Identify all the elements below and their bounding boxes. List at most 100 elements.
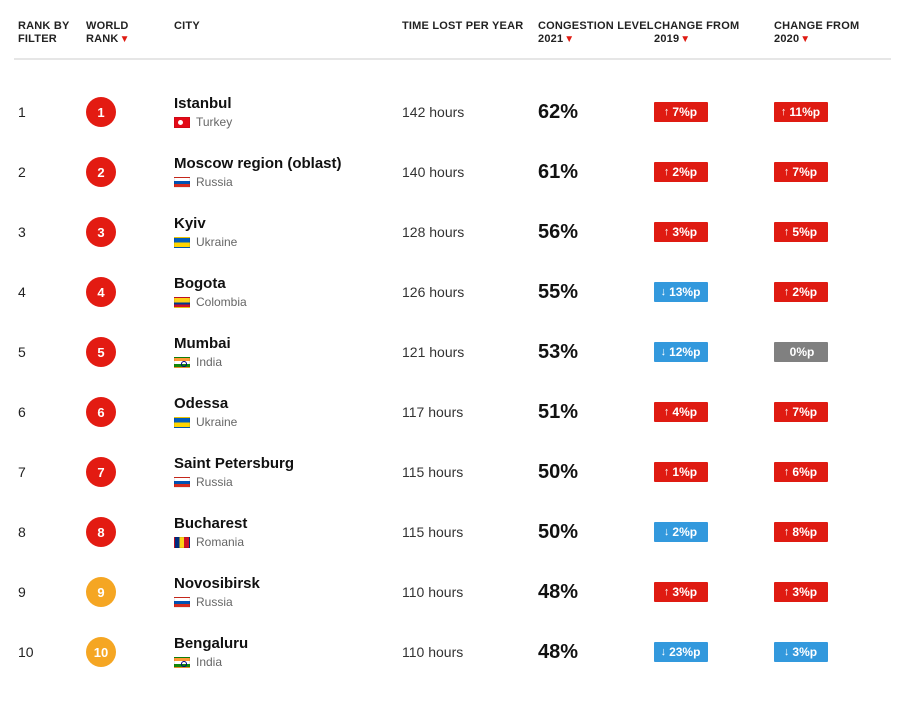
chevron-right-icon[interactable]: ›	[878, 343, 887, 361]
change-badge: ↑3%p	[654, 582, 708, 602]
change-from-2020: ↓3%p	[774, 642, 878, 662]
change-value: 2%p	[792, 285, 817, 299]
col-change-2020[interactable]: CHANGE FROM 2020▼	[774, 20, 894, 46]
table-row[interactable]: 11IstanbulTurkey142 hours62%↑7%p↑11%p›	[18, 82, 887, 142]
change-from-2019: ↑3%p	[654, 582, 774, 602]
change-badge: ↑7%p	[774, 402, 828, 422]
chevron-right-icon[interactable]: ›	[878, 583, 887, 601]
filter-rank: 8	[18, 524, 86, 540]
city-cell: Saint PetersburgRussia	[174, 455, 402, 489]
change-from-2019: ↑7%p	[654, 102, 774, 122]
sort-caret-icon: ▼	[120, 34, 130, 45]
filter-rank: 2	[18, 164, 86, 180]
change-badge: ↓2%p	[654, 522, 708, 542]
col-rank-by-filter[interactable]: RANK BY FILTER	[18, 20, 86, 46]
world-rank-cell: 5	[86, 337, 174, 367]
arrow-up-icon: ↑	[664, 587, 670, 598]
col-time-lost[interactable]: TIME LOST PER YEAR	[402, 20, 538, 33]
col-change-2020-label: CHANGE FROM 2020	[774, 20, 859, 45]
change-value: 1%p	[672, 465, 697, 479]
change-from-2019: ↓2%p	[654, 522, 774, 542]
city-name: Bogota	[174, 275, 402, 292]
table-row[interactable]: 44BogotaColombia126 hours55%↓13%p↑2%p›	[18, 262, 887, 322]
country-line: Russia	[174, 475, 402, 489]
arrow-up-icon: ↑	[784, 227, 790, 238]
table-row[interactable]: 66OdessaUkraine117 hours51%↑4%p↑7%p›	[18, 382, 887, 442]
change-value: 7%p	[792, 405, 817, 419]
chevron-right-icon[interactable]: ›	[878, 463, 887, 481]
table-row[interactable]: 33KyivUkraine128 hours56%↑3%p↑5%p›	[18, 202, 887, 262]
country-line: Ukraine	[174, 415, 402, 429]
table-body: 11IstanbulTurkey142 hours62%↑7%p↑11%p›22…	[18, 82, 887, 705]
table-row[interactable]: 55MumbaiIndia121 hours53%↓12%p0%p›	[18, 322, 887, 382]
world-rank-cell: 8	[86, 517, 174, 547]
flag-icon	[174, 537, 190, 548]
filter-rank: 3	[18, 224, 86, 240]
col-change-2019-label: CHANGE FROM 2019	[654, 20, 739, 45]
congestion-level: 61%	[538, 161, 654, 184]
table-header: RANK BY FILTER WORLD RANK▼ CITY TIME LOS…	[18, 20, 887, 58]
change-badge: ↑3%p	[654, 222, 708, 242]
chevron-right-icon[interactable]: ›	[878, 163, 887, 181]
change-from-2020: ↑6%p	[774, 462, 878, 482]
change-value: 8%p	[792, 525, 817, 539]
table-row[interactable]: 99NovosibirskRussia110 hours48%↑3%p↑3%p›	[18, 562, 887, 622]
arrow-up-icon: ↑	[664, 107, 670, 118]
flag-icon	[174, 597, 190, 608]
arrow-up-icon: ↑	[784, 587, 790, 598]
filter-rank: 5	[18, 344, 86, 360]
change-badge: ↑1%p	[654, 462, 708, 482]
change-value: 11%p	[789, 105, 820, 119]
change-badge: ↑11%p	[774, 102, 828, 122]
filter-rank: 10	[18, 644, 86, 660]
col-congestion-label: CONGESTION LEVEL 2021	[538, 20, 653, 45]
change-value: 3%p	[792, 585, 817, 599]
col-world-rank[interactable]: WORLD RANK▼	[86, 20, 174, 46]
sort-caret-icon: ▼	[800, 34, 810, 45]
country-name: India	[196, 655, 222, 669]
chevron-right-icon[interactable]: ›	[878, 643, 887, 661]
city-name: Istanbul	[174, 95, 402, 112]
chevron-right-icon[interactable]: ›	[878, 403, 887, 421]
change-badge: ↓13%p	[654, 282, 708, 302]
flag-icon	[174, 477, 190, 488]
col-city[interactable]: CITY	[174, 20, 402, 33]
city-name: Mumbai	[174, 335, 402, 352]
table-row[interactable]: 22Moscow region (oblast)Russia140 hours6…	[18, 142, 887, 202]
change-value: 5%p	[792, 225, 817, 239]
chevron-right-icon[interactable]: ›	[878, 103, 887, 121]
country-line: India	[174, 655, 402, 669]
arrow-down-icon: ↓	[661, 347, 667, 358]
congestion-level: 51%	[538, 401, 654, 424]
arrow-down-icon: ↓	[661, 287, 667, 298]
change-badge: ↑2%p	[774, 282, 828, 302]
arrow-up-icon: ↑	[784, 407, 790, 418]
change-value: 0%p	[790, 345, 815, 359]
table-row[interactable]: 77Saint PetersburgRussia115 hours50%↑1%p…	[18, 442, 887, 502]
country-line: Turkey	[174, 115, 402, 129]
col-change-2019[interactable]: CHANGE FROM 2019▼	[654, 20, 774, 46]
filter-rank: 4	[18, 284, 86, 300]
change-from-2020: ↑7%p	[774, 162, 878, 182]
chevron-right-icon[interactable]: ›	[878, 523, 887, 541]
time-lost: 117 hours	[402, 404, 538, 420]
table-row[interactable]: 1010BengaluruIndia110 hours48%↓23%p↓3%p›	[18, 622, 887, 682]
city-cell: BogotaColombia	[174, 275, 402, 309]
world-rank-badge: 9	[86, 577, 116, 607]
filter-rank: 6	[18, 404, 86, 420]
world-rank-badge: 7	[86, 457, 116, 487]
chevron-right-icon[interactable]: ›	[878, 283, 887, 301]
congestion-level: 62%	[538, 101, 654, 124]
change-badge: ↑6%p	[774, 462, 828, 482]
change-value: 3%p	[672, 225, 697, 239]
country-name: Romania	[196, 535, 244, 549]
chevron-right-icon[interactable]: ›	[878, 223, 887, 241]
table-row[interactable]: 88BucharestRomania115 hours50%↓2%p↑8%p›	[18, 502, 887, 562]
city-name: Odessa	[174, 395, 402, 412]
arrow-up-icon: ↑	[664, 227, 670, 238]
time-lost: 115 hours	[402, 524, 538, 540]
city-name: Kyiv	[174, 215, 402, 232]
arrow-down-icon: ↓	[661, 647, 667, 658]
col-congestion[interactable]: CONGESTION LEVEL 2021▼	[538, 20, 654, 46]
world-rank-badge: 3	[86, 217, 116, 247]
